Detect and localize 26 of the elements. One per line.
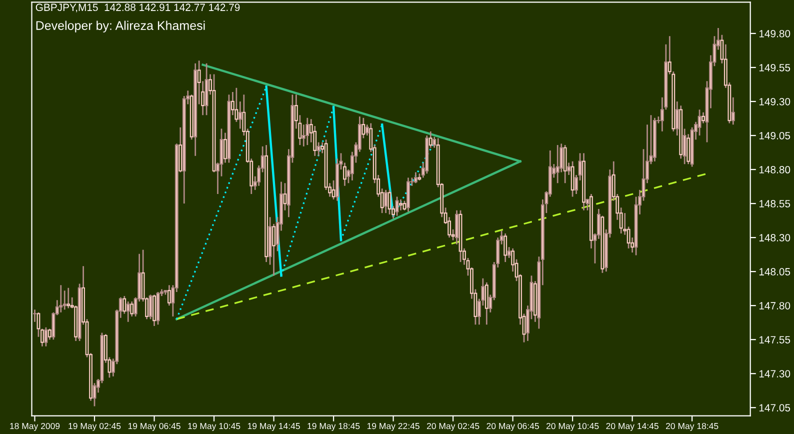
y-tick-label: 147.30: [759, 370, 790, 378]
y-tick-label: 149.55: [759, 64, 790, 72]
x-tick-label: 19 May 22:45: [367, 422, 420, 431]
y-tick-label: 149.80: [759, 30, 790, 38]
y-tick-label: 147.80: [759, 302, 790, 310]
y-tick-label: 147.05: [759, 404, 790, 412]
y-tick-label: 148.30: [759, 234, 790, 242]
y-tick-label: 148.05: [759, 268, 790, 276]
x-tick-label: 20 May 14:45: [606, 422, 658, 431]
chart-title: GBPJPY,M15 142.88 142.91 142.77 142.79: [36, 4, 240, 12]
y-tick-label: 147.55: [759, 336, 790, 344]
y-tick-label: 149.05: [759, 132, 790, 140]
x-tick-label: 18 May 2009: [10, 422, 60, 431]
x-tick-label: 19 May 06:45: [128, 422, 180, 431]
y-tick-label: 149.30: [759, 98, 790, 106]
text: Developer by: Alireza Khamesi: [36, 20, 205, 32]
x-tick-label: 20 May 10:45: [546, 422, 599, 431]
y-tick-label: 148.55: [759, 200, 790, 208]
x-tick-label: 19 May 14:45: [248, 422, 300, 431]
x-tick-label: 19 May 18:45: [308, 422, 360, 431]
x-tick-label: 19 May 10:45: [188, 422, 240, 431]
x-tick-label: 20 May 02:45: [426, 422, 480, 431]
x-tick-label: 20 May 18:45: [666, 422, 718, 431]
x-tick-label: 19 May 02:45: [68, 422, 121, 431]
x-tick-label: 20 May 06:45: [486, 422, 539, 431]
y-tick-label: 148.80: [759, 166, 790, 174]
